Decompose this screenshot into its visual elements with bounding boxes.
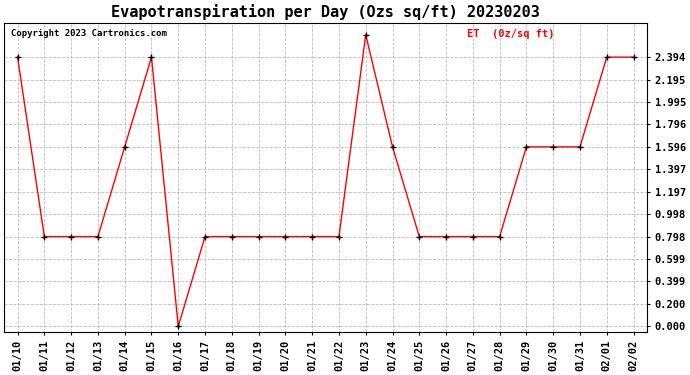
Text: Copyright 2023 Cartronics.com: Copyright 2023 Cartronics.com bbox=[10, 29, 166, 38]
Text: ET  (0z/sq ft): ET (0z/sq ft) bbox=[467, 29, 555, 39]
Title: Evapotranspiration per Day (Ozs sq/ft) 20230203: Evapotranspiration per Day (Ozs sq/ft) 2… bbox=[111, 4, 540, 20]
